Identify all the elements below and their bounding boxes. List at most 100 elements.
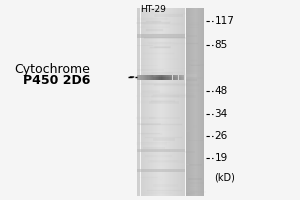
Bar — [139, 74, 140, 79]
Bar — [151, 74, 152, 79]
Bar — [156, 74, 157, 79]
Text: Cytochrome: Cytochrome — [14, 62, 90, 75]
Bar — [168, 8, 169, 196]
Bar — [142, 74, 144, 79]
Bar — [176, 74, 177, 79]
Bar — [153, 8, 154, 196]
Bar — [194, 8, 195, 196]
Bar — [162, 8, 163, 196]
Bar — [159, 74, 160, 79]
Bar — [180, 8, 181, 196]
Bar — [162, 74, 163, 79]
Bar — [199, 8, 200, 196]
Bar — [136, 148, 184, 152]
Bar — [188, 8, 189, 196]
Bar — [152, 74, 153, 79]
Bar — [150, 74, 151, 79]
Bar — [191, 8, 192, 196]
Bar — [182, 74, 183, 79]
Bar — [202, 8, 203, 196]
Bar — [190, 8, 191, 196]
Bar — [198, 8, 199, 196]
Bar — [150, 8, 151, 196]
Bar — [178, 74, 180, 79]
Bar — [160, 8, 161, 196]
Bar — [136, 34, 184, 38]
Bar — [147, 8, 148, 196]
Bar — [169, 74, 170, 79]
Bar — [171, 8, 172, 196]
Bar — [161, 8, 162, 196]
Bar — [154, 8, 155, 196]
Bar — [140, 8, 141, 196]
Bar — [181, 74, 182, 79]
Bar — [164, 8, 165, 196]
Bar — [136, 168, 184, 172]
Bar — [175, 8, 176, 196]
Bar — [178, 8, 179, 196]
Bar — [140, 74, 141, 79]
Bar — [168, 74, 169, 79]
Bar — [174, 74, 175, 79]
Bar — [139, 8, 140, 196]
Bar — [181, 8, 182, 196]
Bar — [148, 74, 150, 79]
Bar — [166, 8, 167, 196]
Bar — [195, 8, 196, 196]
Text: HT-29: HT-29 — [140, 5, 166, 14]
Bar — [170, 74, 171, 79]
Bar — [157, 8, 158, 196]
Bar — [172, 8, 173, 196]
Bar — [137, 8, 138, 196]
Bar — [157, 74, 158, 79]
Bar — [187, 8, 188, 196]
Bar — [164, 74, 165, 79]
Bar — [136, 8, 137, 196]
Bar — [182, 8, 183, 196]
Bar — [146, 8, 147, 196]
Bar — [158, 74, 159, 79]
Bar — [183, 8, 184, 196]
Bar — [200, 8, 201, 196]
Bar — [186, 8, 187, 196]
Bar — [176, 8, 177, 196]
Text: 34: 34 — [214, 109, 228, 119]
Bar — [154, 74, 156, 79]
Text: 85: 85 — [214, 40, 228, 50]
Bar — [173, 8, 174, 196]
Bar — [167, 74, 168, 79]
Bar — [141, 8, 142, 196]
Bar — [159, 8, 160, 196]
Bar — [138, 74, 139, 79]
Bar — [138, 8, 139, 196]
Bar — [147, 74, 148, 79]
Text: 117: 117 — [214, 16, 234, 26]
Bar — [193, 8, 194, 196]
Bar — [160, 8, 161, 196]
Bar — [153, 74, 154, 79]
Bar — [155, 8, 156, 196]
Bar — [145, 8, 146, 196]
Bar — [201, 8, 202, 196]
Bar — [192, 8, 193, 196]
Bar — [158, 8, 159, 196]
Bar — [165, 8, 166, 196]
Bar — [171, 74, 172, 79]
Bar — [179, 8, 180, 196]
Bar — [143, 8, 144, 196]
Bar — [169, 8, 170, 196]
Bar — [167, 8, 168, 196]
Bar — [144, 74, 145, 79]
Bar — [141, 74, 142, 79]
Bar — [152, 8, 153, 196]
Bar — [144, 8, 145, 196]
Bar — [170, 8, 171, 196]
Text: 26: 26 — [214, 131, 228, 141]
Bar — [149, 8, 150, 196]
Bar — [172, 74, 174, 79]
Bar — [189, 8, 190, 196]
Text: (kD): (kD) — [214, 172, 236, 182]
Text: 48: 48 — [214, 86, 228, 96]
Bar — [151, 8, 152, 196]
Bar — [177, 74, 178, 79]
